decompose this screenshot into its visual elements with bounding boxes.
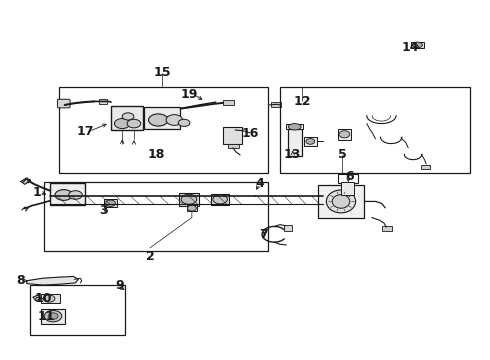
Ellipse shape	[288, 123, 301, 130]
Ellipse shape	[44, 310, 62, 322]
Polygon shape	[21, 178, 30, 184]
Text: 1: 1	[32, 186, 41, 199]
Text: 12: 12	[294, 95, 311, 108]
Ellipse shape	[122, 113, 134, 120]
Text: 14: 14	[402, 41, 419, 54]
Bar	[59, 87, 269, 173]
Text: 16: 16	[241, 127, 259, 140]
Bar	[271, 103, 281, 108]
Ellipse shape	[339, 131, 350, 138]
Ellipse shape	[127, 119, 141, 128]
Bar	[304, 137, 317, 146]
Bar	[187, 205, 197, 211]
Text: 6: 6	[345, 170, 354, 183]
Text: 8: 8	[17, 274, 25, 287]
Bar	[41, 294, 60, 303]
Ellipse shape	[213, 195, 227, 204]
Bar	[111, 106, 143, 130]
Bar	[342, 182, 354, 195]
Bar	[228, 144, 239, 148]
Bar	[41, 309, 65, 324]
Bar	[287, 124, 303, 129]
Bar	[144, 107, 180, 129]
Text: 17: 17	[76, 125, 94, 138]
Ellipse shape	[69, 191, 82, 199]
Ellipse shape	[181, 194, 197, 204]
FancyBboxPatch shape	[57, 99, 70, 108]
Ellipse shape	[106, 200, 116, 206]
Text: 13: 13	[284, 148, 301, 161]
Ellipse shape	[148, 114, 168, 126]
Bar	[338, 129, 351, 140]
Bar	[421, 165, 430, 169]
Bar	[223, 100, 234, 105]
Polygon shape	[33, 295, 41, 301]
Bar	[288, 129, 301, 156]
Bar	[382, 226, 392, 231]
Text: 10: 10	[34, 292, 52, 305]
Polygon shape	[27, 276, 78, 285]
Ellipse shape	[178, 119, 190, 126]
Text: 3: 3	[99, 204, 108, 217]
Ellipse shape	[115, 118, 130, 129]
Text: 11: 11	[38, 310, 55, 323]
Text: 7: 7	[259, 228, 268, 241]
Bar	[99, 99, 107, 104]
Text: 2: 2	[146, 250, 154, 263]
Bar	[280, 87, 470, 173]
Bar	[104, 199, 117, 207]
Bar	[50, 183, 85, 205]
Bar	[411, 42, 424, 48]
Bar	[223, 127, 242, 144]
Bar	[179, 193, 199, 206]
Ellipse shape	[332, 195, 350, 208]
Ellipse shape	[188, 205, 196, 211]
Text: 15: 15	[153, 66, 171, 79]
Bar	[211, 194, 229, 205]
Text: 9: 9	[115, 279, 123, 292]
Text: 5: 5	[338, 148, 347, 162]
Bar	[30, 285, 125, 336]
Text: 4: 4	[255, 177, 264, 190]
Text: 18: 18	[147, 148, 165, 162]
Ellipse shape	[48, 313, 58, 319]
Bar	[284, 225, 292, 231]
Text: 19: 19	[180, 88, 197, 101]
Ellipse shape	[55, 190, 73, 201]
Bar	[44, 182, 269, 251]
Ellipse shape	[326, 190, 356, 213]
Ellipse shape	[43, 295, 55, 302]
Ellipse shape	[166, 114, 183, 125]
Bar	[338, 174, 358, 183]
Ellipse shape	[413, 42, 422, 48]
Bar	[318, 185, 365, 217]
Ellipse shape	[306, 139, 315, 144]
